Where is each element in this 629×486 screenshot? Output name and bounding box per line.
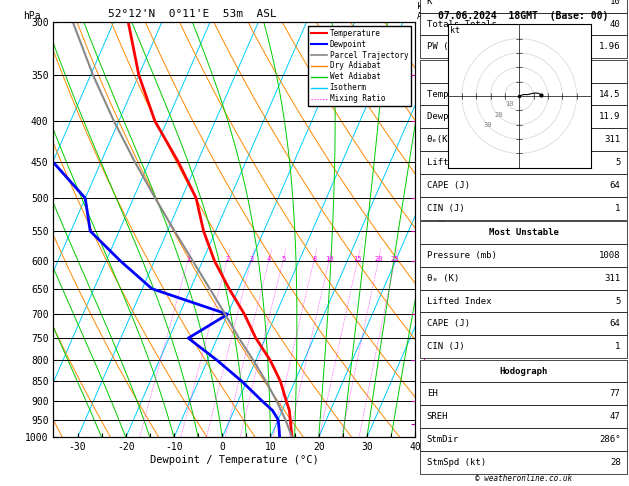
Text: 10: 10 [504,101,513,107]
Bar [420,312,627,335]
Text: 311: 311 [604,274,621,283]
Text: Lifted Index: Lifted Index [426,158,491,167]
Text: 77: 77 [610,389,621,399]
Text: θₑ (K): θₑ (K) [426,274,459,283]
Text: 15: 15 [353,257,362,262]
Bar [420,128,627,151]
Bar [420,83,627,105]
Bar [420,451,627,474]
Text: θₑ(K): θₑ(K) [426,135,454,144]
Text: Surface: Surface [505,67,542,76]
Text: 311: 311 [604,135,621,144]
Text: Dewp (°C): Dewp (°C) [426,112,475,122]
Bar [420,151,627,174]
Text: 11.9: 11.9 [599,112,621,122]
Text: 1: 1 [186,257,191,262]
Text: 40: 40 [610,19,621,29]
Text: StmDir: StmDir [426,435,459,444]
Text: 30: 30 [484,122,493,128]
Text: © weatheronline.co.uk: © weatheronline.co.uk [475,474,572,483]
Text: 4: 4 [267,257,271,262]
Text: PW (cm): PW (cm) [426,42,464,52]
Text: Most Unstable: Most Unstable [489,228,559,237]
Text: 1: 1 [615,204,621,213]
Text: 1008: 1008 [599,251,621,260]
Bar [420,335,627,358]
Text: 5: 5 [281,257,286,262]
Text: 2: 2 [225,257,230,262]
Text: Lifted Index: Lifted Index [426,296,491,306]
Text: 47: 47 [610,412,621,421]
Text: 10: 10 [610,0,621,6]
Bar [420,360,627,382]
Text: 52°12'N  0°11'E  53m  ASL: 52°12'N 0°11'E 53m ASL [108,9,277,18]
Bar [420,428,627,451]
Text: CAPE (J): CAPE (J) [426,319,470,329]
Text: hPa: hPa [23,11,40,21]
Bar [420,290,627,312]
X-axis label: Dewpoint / Temperature (°C): Dewpoint / Temperature (°C) [150,455,319,465]
Text: 8: 8 [312,257,316,262]
Text: 64: 64 [610,319,621,329]
Text: 64: 64 [610,181,621,190]
Text: Temp (°C): Temp (°C) [426,89,475,99]
Text: CIN (J): CIN (J) [426,342,464,351]
Bar [420,382,627,405]
Text: 20: 20 [494,112,503,118]
Text: 5: 5 [615,158,621,167]
Text: 07.06.2024  18GMT  (Base: 00): 07.06.2024 18GMT (Base: 00) [438,11,609,21]
Bar [420,405,627,428]
Text: CIN (J): CIN (J) [426,204,464,213]
Text: 1: 1 [615,342,621,351]
Bar [420,267,627,290]
Text: Hodograph: Hodograph [499,366,548,376]
Bar [420,0,627,13]
Text: km
ASL: km ASL [417,1,432,21]
Text: 25: 25 [391,257,399,262]
Text: K: K [426,0,432,6]
Bar [420,35,627,58]
Text: 20: 20 [374,257,383,262]
Text: kt: kt [450,26,460,35]
Text: 286°: 286° [599,435,621,444]
Legend: Temperature, Dewpoint, Parcel Trajectory, Dry Adiabat, Wet Adiabat, Isotherm, Mi: Temperature, Dewpoint, Parcel Trajectory… [308,26,411,106]
Text: 14.5: 14.5 [599,89,621,99]
Bar [420,60,627,83]
Text: 10: 10 [325,257,333,262]
Y-axis label: Mixing Ratio (g/kg): Mixing Ratio (g/kg) [438,182,447,277]
Text: CAPE (J): CAPE (J) [426,181,470,190]
Bar [420,13,627,35]
Text: EH: EH [426,389,437,399]
Text: 28: 28 [610,458,621,467]
Text: StmSpd (kt): StmSpd (kt) [426,458,486,467]
Text: 5: 5 [615,296,621,306]
Bar [420,197,627,220]
Text: Pressure (mb): Pressure (mb) [426,251,496,260]
Bar [420,244,627,267]
Bar [420,221,627,244]
Bar [420,174,627,197]
Text: 1.96: 1.96 [599,42,621,52]
Bar [420,105,627,128]
Text: 3: 3 [249,257,253,262]
Text: SREH: SREH [426,412,448,421]
Text: Totals Totals: Totals Totals [426,19,496,29]
